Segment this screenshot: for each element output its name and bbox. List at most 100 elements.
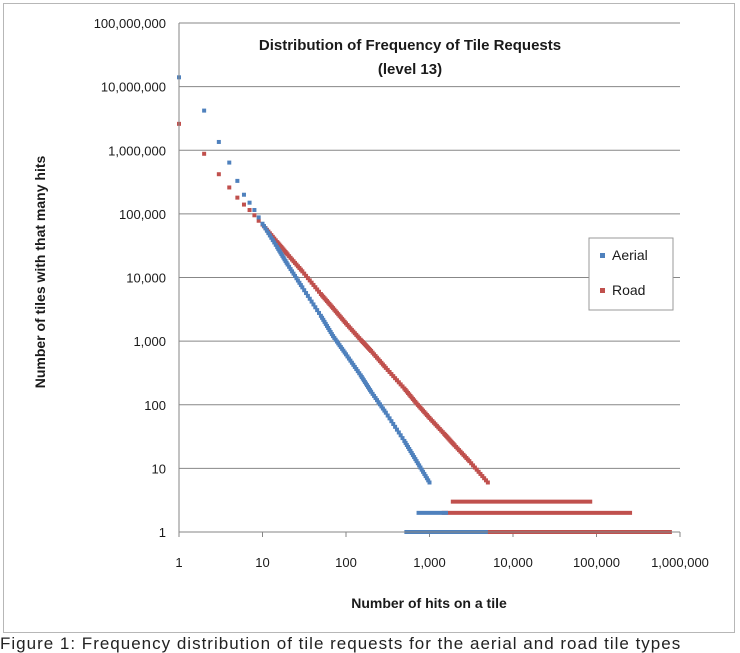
chart-title: Distribution of Frequency of Tile Reques…	[259, 37, 561, 54]
aerial-point	[311, 302, 316, 307]
aerial-point	[202, 108, 207, 113]
aerial-point	[309, 299, 314, 304]
aerial-point	[383, 410, 388, 415]
road-point	[467, 459, 472, 464]
aerial-point	[375, 398, 380, 403]
y-tick-label: 1,000,000	[108, 143, 166, 158]
aerial-point	[327, 328, 332, 333]
x-tick-label: 1,000	[413, 555, 446, 570]
road-point	[396, 380, 401, 385]
aerial-point	[285, 262, 290, 267]
road-point	[252, 213, 257, 218]
aerial-point	[349, 360, 354, 365]
aerial-point	[354, 367, 359, 372]
y-tick-label: 100,000	[119, 207, 166, 222]
aerial-point	[241, 192, 246, 197]
aerial-point	[290, 269, 295, 274]
road-tail-band	[450, 499, 593, 504]
road-point	[400, 384, 405, 389]
road-point	[472, 465, 477, 470]
x-tick-label: 100,000	[573, 555, 620, 570]
road-point	[471, 463, 476, 468]
aerial-point	[387, 416, 392, 421]
road-point	[300, 269, 305, 274]
aerial-point	[252, 208, 257, 213]
legend-label-aerial: Aerial	[612, 247, 648, 263]
aerial-point	[294, 276, 299, 281]
aerial-point	[323, 321, 328, 326]
road-point	[383, 365, 388, 370]
chart-svg: 1 10 100 1,000 10,000 100,000 1,000,000 10,000,…	[32, 16, 709, 611]
grid-lines	[179, 22, 680, 469]
y-tick-label: 100	[144, 398, 166, 413]
y-axis-title: Number of tiles with that many hits	[32, 156, 48, 389]
aerial-point	[377, 402, 382, 407]
road-tail-band	[441, 510, 633, 515]
y-tick-label: 10,000	[126, 271, 166, 286]
aerial-point	[369, 389, 374, 394]
x-axis-title: Number of hits on a tile	[351, 595, 507, 611]
aerial-point	[398, 433, 403, 438]
aerial-point	[304, 291, 309, 296]
aerial-point	[263, 226, 268, 231]
aerial-point	[307, 296, 312, 301]
y-tick-label: 1	[159, 525, 166, 540]
road-point	[476, 469, 481, 474]
x-tick-label: 1	[175, 555, 182, 570]
aerial-point	[348, 358, 353, 363]
y-tick-label: 1,000	[133, 334, 166, 349]
road-point	[309, 280, 314, 285]
road-point	[478, 471, 483, 476]
road-point	[202, 151, 207, 156]
aerial-point	[396, 430, 401, 435]
aerial-point	[419, 467, 424, 472]
aerial-point	[357, 371, 362, 376]
aerial-point	[315, 308, 320, 313]
aerial-point	[424, 476, 429, 481]
aerial-point	[235, 178, 240, 183]
aerial-point	[415, 461, 420, 466]
aerial-point	[264, 228, 269, 233]
aerial-point	[295, 278, 300, 283]
road-point	[305, 276, 310, 281]
aerial-point	[287, 264, 292, 269]
aerial-point	[345, 354, 350, 359]
aerial-point	[355, 369, 360, 374]
aerial-point	[352, 364, 357, 369]
aerial-point	[370, 391, 375, 396]
aerial-point	[418, 465, 423, 470]
aerial-point	[313, 305, 318, 310]
aerial-point	[267, 233, 272, 238]
aerial-point	[412, 455, 417, 460]
aerial-point	[270, 238, 275, 243]
road-point	[315, 287, 320, 292]
road-point	[484, 478, 489, 483]
aerial-point	[407, 447, 412, 452]
aerial-point	[291, 271, 296, 276]
x-tick-label: 1,000,000	[651, 555, 709, 570]
aerial-point	[260, 221, 265, 226]
aerial-point	[422, 471, 427, 476]
road-point	[307, 278, 312, 283]
chart-subtitle: (level 13)	[378, 61, 442, 78]
aerial-point	[373, 396, 378, 401]
legend-label-road: Road	[612, 282, 645, 298]
road-point	[485, 480, 490, 485]
road-point	[313, 285, 318, 290]
aerial-point	[266, 231, 271, 236]
aerial-point	[317, 310, 322, 315]
road-point	[247, 208, 252, 213]
y-tick-label: 100,000,000	[94, 16, 166, 31]
aerial-point	[344, 352, 348, 357]
aerial-point	[426, 478, 431, 483]
road-point	[304, 273, 309, 278]
figure-caption: Figure 1: Frequency distribution of tile…	[0, 634, 682, 653]
aerial-point	[273, 242, 278, 247]
aerial-point	[421, 469, 426, 474]
aerial-point	[413, 457, 418, 462]
aerial-point	[326, 325, 331, 330]
aerial-point	[403, 440, 408, 445]
x-axis-labels: 1 10 100 1,000 10,000 100,000 1,000,000	[175, 532, 709, 570]
x-tick-label: 100	[335, 555, 357, 570]
aerial-point	[394, 427, 399, 432]
